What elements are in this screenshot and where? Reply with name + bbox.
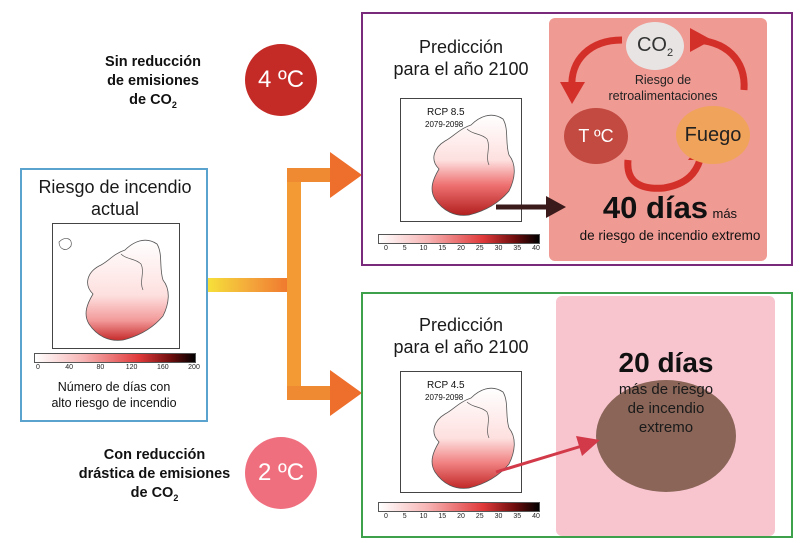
temperature-circle: T ºC xyxy=(564,108,628,164)
prediction-low-title: Predicción para el año 2100 xyxy=(393,315,529,357)
current-colorbar-ticks: 0 40 80 120 160 200 xyxy=(36,364,200,371)
prediction-high-colorbar-ticks: 0 5 10 15 20 25 30 35 40 xyxy=(384,245,540,252)
feedback-caption: Riesgo de retroalimentaciones xyxy=(608,73,718,103)
current-risk-map xyxy=(52,223,180,349)
map-period-high: 2079-2098 xyxy=(425,120,464,129)
current-colorbar-caption: Número de días con alto riesgo de incend… xyxy=(51,380,177,410)
map-label-high: RCP 8.5 xyxy=(427,107,465,118)
co2-circle: CO2 xyxy=(626,22,684,70)
map-period-low: 2079-2098 xyxy=(425,393,464,402)
scenario-high-label: Sin reducción de emisiones de CO2 xyxy=(105,54,201,110)
prediction-high-colorbar xyxy=(378,234,540,244)
prediction-high-map: RCP 8.5 2079-2098 xyxy=(400,98,522,222)
fire-circle: Fuego xyxy=(676,106,750,164)
prediction-low-colorbar-ticks: 0 5 10 15 20 25 30 35 40 xyxy=(384,513,540,520)
current-risk-title: Riesgo de incendio actual xyxy=(38,177,192,219)
prediction-high-title: Predicción para el año 2100 xyxy=(393,37,529,79)
prediction-low-colorbar xyxy=(378,502,540,512)
current-colorbar xyxy=(34,353,196,363)
map-label-low: RCP 4.5 xyxy=(427,380,465,391)
scenario-low-label: Con reducción drástica de emisiones de C… xyxy=(78,447,231,503)
prediction-low-map: RCP 4.5 2079-2098 xyxy=(400,371,522,493)
prediction-high-result: 40 días más de riesgo de incendio extrem… xyxy=(579,190,761,243)
prediction-low-result: 20 días más de riesgo de incendio extrem… xyxy=(618,347,714,436)
temp-high-circle: 4 ºC xyxy=(245,44,317,116)
result-low-circle xyxy=(596,380,736,492)
temp-low-circle: 2 ºC xyxy=(245,437,317,509)
